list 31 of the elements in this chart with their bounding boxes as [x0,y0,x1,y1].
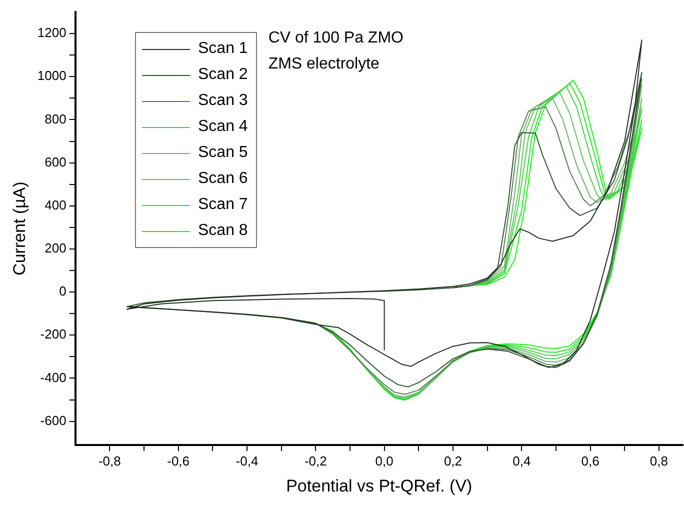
legend-label: Scan 5 [198,144,248,162]
y-tick-label: -200 [40,326,66,342]
x-tick-label: -0,4 [236,453,258,468]
y-tick-label: 1000 [37,68,66,84]
x-tick-label: 0,8 [650,453,668,468]
annotation: CV of 100 Pa ZMO [268,29,404,46]
legend-label: Scan 6 [198,170,248,188]
x-tick-label: 0,2 [444,453,462,468]
x-tick-label: 0,4 [512,453,531,468]
y-tick-label: 400 [44,197,66,212]
y-tick-label: 0 [59,284,66,299]
legend-label: Scan 2 [198,66,248,84]
y-tick-label: 800 [44,111,66,126]
legend-label: Scan 3 [198,92,248,110]
legend-label: Scan 7 [198,196,248,214]
x-tick-label: -0,2 [304,453,327,468]
x-tick-label: -0,6 [167,453,190,468]
legend-label: Scan 1 [198,40,248,58]
y-tick-label: -400 [40,370,66,385]
annotation: ZMS electrolyte [268,55,380,72]
legend-label: Scan 4 [198,118,248,136]
y-tick-label: 1200 [37,25,66,40]
y-axis-title: Current (µA) [10,182,29,276]
x-tick-label: 0,0 [375,453,394,468]
y-tick-label: 200 [44,240,66,256]
x-tick-label: -0,8 [98,453,121,468]
x-tick-label: 0,6 [581,453,600,468]
y-tick-label: 600 [44,154,66,170]
y-tick-label: -600 [40,412,66,428]
legend-label: Scan 8 [198,222,248,240]
x-axis-title: Potential vs Pt-QRef. (V) [286,476,472,496]
